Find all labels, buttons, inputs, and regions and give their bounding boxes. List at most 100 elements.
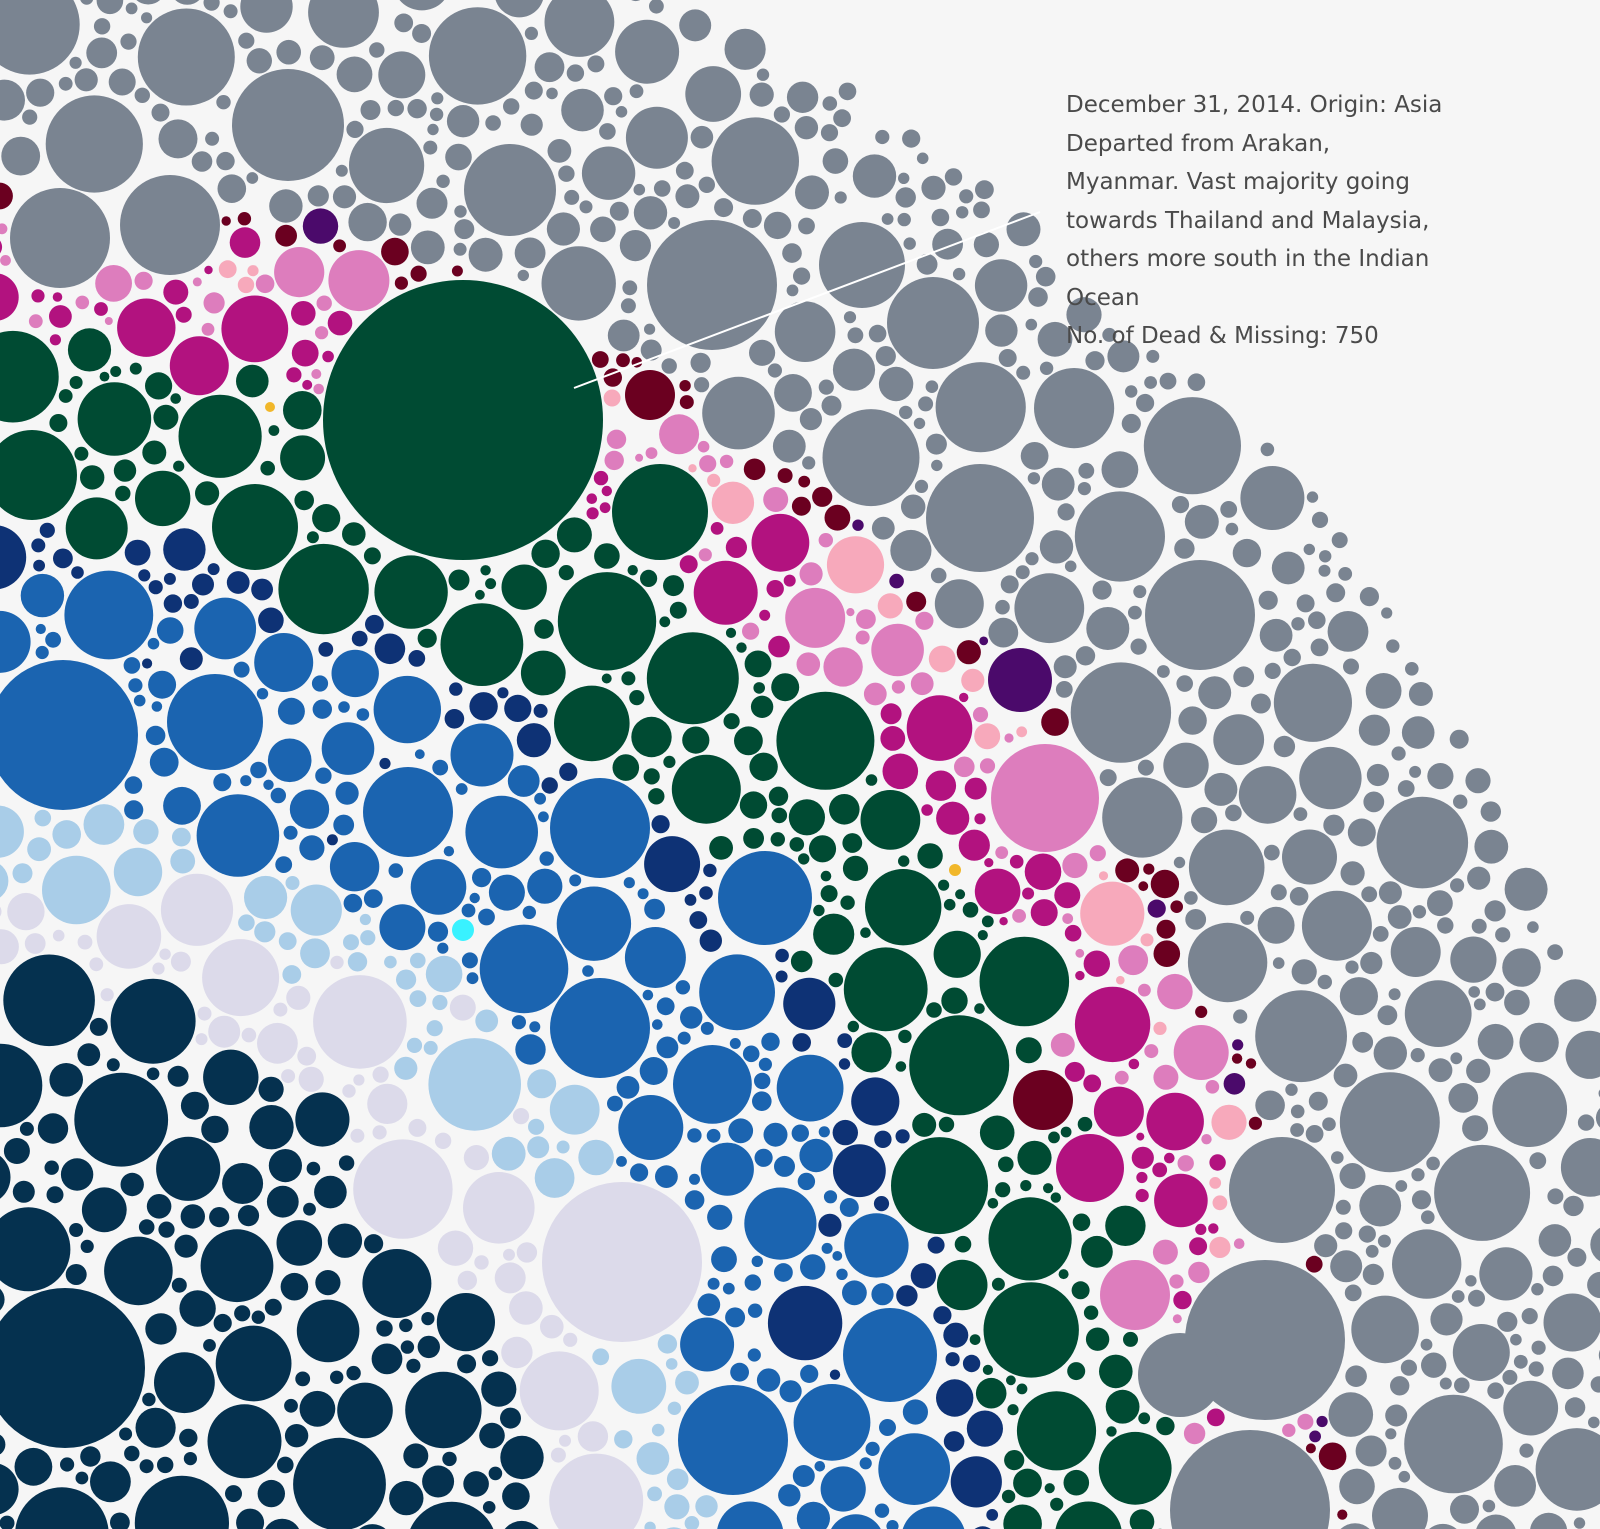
bubble-light-pink[interactable] bbox=[0, 223, 8, 235]
bubble-dark-green[interactable] bbox=[629, 690, 645, 706]
bubble-grey[interactable] bbox=[1184, 504, 1219, 539]
bubble-grey[interactable] bbox=[1317, 974, 1333, 990]
bubble-light-pink[interactable] bbox=[1233, 1238, 1245, 1249]
bubble-dark-navy[interactable] bbox=[37, 1113, 69, 1144]
bubble-dark-green[interactable] bbox=[663, 755, 676, 769]
bubble-dark-navy[interactable] bbox=[295, 1092, 350, 1147]
bubble-navy[interactable] bbox=[183, 594, 199, 609]
bubble-grey[interactable] bbox=[1427, 890, 1453, 917]
bubble-dark-green[interactable] bbox=[0, 330, 59, 423]
bubble-blue[interactable] bbox=[677, 1031, 691, 1045]
bubble-grey[interactable] bbox=[1421, 1352, 1447, 1378]
bubble-dark-green[interactable] bbox=[480, 565, 491, 576]
bubble-dark-navy[interactable] bbox=[15, 1487, 109, 1529]
bubble-magenta[interactable] bbox=[693, 560, 758, 625]
bubble-dark-green[interactable] bbox=[788, 799, 826, 836]
bubble-grey[interactable] bbox=[1452, 1324, 1510, 1381]
bubble-grey[interactable] bbox=[191, 151, 213, 172]
bubble-dark-green[interactable] bbox=[798, 853, 810, 865]
bubble-navy[interactable] bbox=[39, 522, 55, 538]
bubble-navy[interactable] bbox=[444, 709, 465, 729]
bubble-grey[interactable] bbox=[818, 379, 834, 395]
bubble-dark-green[interactable] bbox=[1156, 1416, 1175, 1436]
bubble-dark-navy[interactable] bbox=[353, 1524, 393, 1529]
bubble-light-pink[interactable] bbox=[1153, 1064, 1179, 1090]
bubble-dark-green[interactable] bbox=[771, 807, 788, 824]
bubble-grey[interactable] bbox=[468, 237, 503, 272]
bubble-grey[interactable] bbox=[998, 349, 1017, 367]
bubble-light-pink[interactable] bbox=[1157, 973, 1193, 1010]
bubble-grey[interactable] bbox=[599, 123, 616, 140]
bubble-dark-green[interactable] bbox=[671, 754, 741, 824]
bubble-grey[interactable] bbox=[1319, 550, 1332, 563]
bubble-dark-green[interactable] bbox=[771, 673, 800, 702]
bubble-magenta[interactable] bbox=[1152, 1162, 1168, 1178]
bubble-grey[interactable] bbox=[1552, 1357, 1584, 1390]
bubble-blue[interactable] bbox=[776, 1054, 844, 1122]
bubble-pale-pink[interactable] bbox=[247, 265, 259, 277]
bubble-grey[interactable] bbox=[1331, 532, 1348, 549]
bubble-grey[interactable] bbox=[1427, 763, 1454, 790]
bubble-dark-navy[interactable] bbox=[266, 1185, 299, 1218]
bubble-blue[interactable] bbox=[488, 874, 525, 911]
bubble-light-pink[interactable] bbox=[1282, 1423, 1296, 1438]
bubble-dark-green[interactable] bbox=[813, 913, 855, 955]
bubble-blue[interactable] bbox=[859, 1457, 872, 1470]
bubble-grey[interactable] bbox=[895, 187, 916, 208]
bubble-navy[interactable] bbox=[950, 1456, 1002, 1508]
bubble-dark-green[interactable] bbox=[828, 972, 844, 988]
bubble-blue[interactable] bbox=[529, 1021, 541, 1033]
bubble-dark-green[interactable] bbox=[998, 1156, 1014, 1173]
bubble-grey[interactable] bbox=[1527, 921, 1539, 933]
bubble-pale-pink[interactable] bbox=[1016, 726, 1028, 738]
bubble-light-pink[interactable] bbox=[863, 682, 887, 706]
bubble-grey[interactable] bbox=[973, 201, 990, 219]
bubble-dark-green[interactable] bbox=[891, 1137, 988, 1235]
bubble-grey[interactable] bbox=[1362, 1263, 1384, 1285]
bubble-blue[interactable] bbox=[842, 1280, 867, 1306]
bubble-light-blue[interactable] bbox=[695, 1495, 718, 1518]
bubble-grey[interactable] bbox=[1029, 254, 1043, 269]
bubble-dark-green[interactable] bbox=[612, 754, 640, 781]
bubble-blue[interactable] bbox=[539, 851, 554, 866]
bubble-dark-green[interactable] bbox=[753, 682, 765, 694]
bubble-navy[interactable] bbox=[163, 572, 176, 585]
bubble-grey[interactable] bbox=[1420, 1338, 1433, 1351]
bubble-grey[interactable] bbox=[1225, 804, 1242, 822]
bubble-grey[interactable] bbox=[1339, 1163, 1366, 1189]
bubble-grey[interactable] bbox=[1340, 861, 1365, 886]
bubble-navy[interactable] bbox=[874, 1130, 892, 1149]
bubble-grey[interactable] bbox=[309, 45, 335, 71]
bubble-dark-green[interactable] bbox=[842, 833, 863, 853]
bubble-dark-green[interactable] bbox=[709, 836, 733, 860]
bubble-blue[interactable] bbox=[744, 1187, 817, 1260]
bubble-light-blue[interactable] bbox=[113, 847, 163, 897]
bubble-magenta[interactable] bbox=[783, 574, 796, 587]
bubble-dark-navy[interactable] bbox=[0, 1150, 11, 1204]
bubble-grey[interactable] bbox=[564, 189, 580, 205]
bubble-grey[interactable] bbox=[0, 0, 80, 75]
bubble-pale-pink[interactable] bbox=[218, 260, 237, 279]
bubble-grey[interactable] bbox=[1495, 927, 1511, 943]
bubble-grey[interactable] bbox=[378, 51, 426, 99]
bubble-blue[interactable] bbox=[167, 674, 263, 770]
bubble-light-blue[interactable] bbox=[426, 1020, 443, 1037]
bubble-grey[interactable] bbox=[1565, 1030, 1600, 1079]
bubble-light-blue[interactable] bbox=[83, 804, 125, 845]
bubble-grey[interactable] bbox=[1449, 729, 1469, 749]
bubble-grey[interactable] bbox=[763, 211, 792, 240]
bubble-lavender[interactable] bbox=[0, 929, 19, 965]
bubble-light-pink[interactable] bbox=[1062, 913, 1074, 924]
bubble-grey[interactable] bbox=[1377, 1234, 1391, 1248]
bubble-grey[interactable] bbox=[1176, 675, 1193, 692]
bubble-grey[interactable] bbox=[1439, 1377, 1452, 1390]
bubble-dark-navy[interactable] bbox=[407, 1501, 498, 1529]
bubble-magenta[interactable] bbox=[117, 298, 176, 357]
bubble-navy[interactable] bbox=[986, 1509, 999, 1521]
bubble-dark-green[interactable] bbox=[1016, 1391, 1097, 1471]
bubble-grey[interactable] bbox=[1092, 580, 1112, 600]
bubble-grey[interactable] bbox=[619, 230, 652, 262]
bubble-blue[interactable] bbox=[902, 1399, 929, 1425]
bubble-grey[interactable] bbox=[561, 88, 604, 132]
bubble-navy[interactable] bbox=[775, 948, 789, 963]
